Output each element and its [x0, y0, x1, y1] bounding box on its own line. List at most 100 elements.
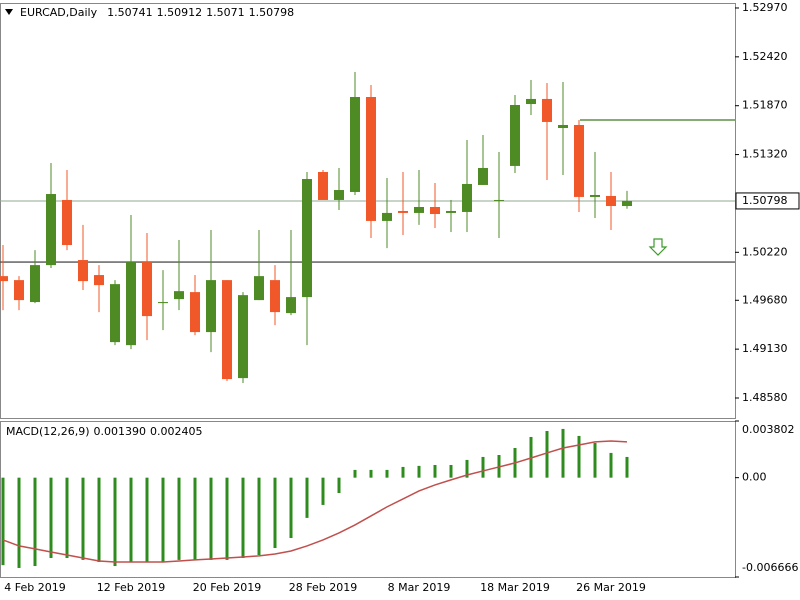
macd-bar — [353, 469, 357, 478]
macd-bar — [385, 469, 389, 478]
macd-bar — [321, 477, 325, 505]
candle-body — [206, 280, 216, 333]
symbol: EURCAD,Daily — [20, 6, 98, 19]
macd-value: 0.001390 — [94, 425, 147, 438]
candle-body — [254, 276, 264, 301]
macd-bar — [545, 431, 549, 478]
x-tick-label: 28 Feb 2019 — [289, 581, 357, 594]
y-tick-label: 1.51320 — [742, 148, 788, 161]
candle-body — [302, 179, 312, 298]
macd-header: MACD(12,26,9) 0.001390 0.002405 — [6, 425, 203, 438]
candle-body — [446, 210, 456, 213]
y-tick-label: 0.00 — [742, 471, 767, 484]
candle-body — [126, 262, 136, 346]
macd-bar — [369, 469, 373, 478]
macd-bar — [625, 456, 629, 478]
macd-bar — [1, 477, 5, 566]
macd-bar — [433, 464, 437, 478]
macd-bar — [177, 477, 181, 560]
macd-bar — [593, 442, 597, 478]
candle-body — [462, 183, 472, 212]
candle-body — [542, 98, 552, 122]
macd-bar — [257, 477, 261, 556]
macd-bar — [33, 477, 37, 567]
candle-body — [414, 206, 424, 213]
macd-bar — [449, 464, 453, 478]
macd-bar — [465, 459, 469, 478]
y-tick-label: 1.51870 — [742, 99, 788, 112]
open-value: 1.50741 — [107, 6, 153, 19]
macd-bar — [129, 477, 133, 563]
macd-bar — [193, 477, 197, 560]
price-label-box — [735, 192, 800, 210]
candle-body — [190, 292, 200, 333]
macd-bar — [273, 477, 277, 548]
candle-body — [606, 195, 616, 207]
x-tick-label: 20 Feb 2019 — [193, 581, 261, 594]
candle-body — [270, 280, 280, 313]
macd-bar — [145, 477, 149, 563]
macd-bar — [81, 477, 85, 560]
candle-body — [478, 167, 488, 185]
candle-body — [334, 190, 344, 200]
macd-bar — [561, 428, 565, 478]
signal-line — [2, 440, 628, 563]
y-tick-label: 1.48580 — [742, 391, 788, 404]
low-value: 1.5071 — [206, 6, 245, 19]
y-tick-label: 1.52970 — [742, 1, 788, 14]
candle-body — [286, 297, 296, 314]
y-tick-label: -0.006666 — [742, 561, 798, 574]
macd-bar — [225, 477, 229, 560]
close-value: 1.50798 — [249, 6, 295, 19]
candle-body — [94, 275, 104, 286]
y-tick-label: 1.49130 — [742, 342, 788, 355]
menu-triangle[interactable] — [5, 9, 13, 15]
macd-bar — [577, 435, 581, 478]
candle-body — [318, 171, 328, 200]
candle-body — [350, 96, 360, 192]
candle-body — [30, 265, 40, 303]
candle-body — [382, 212, 392, 221]
down-arrow — [648, 238, 668, 256]
macd-bar — [241, 477, 245, 558]
candle-body — [494, 199, 504, 201]
candle-body — [174, 291, 184, 300]
candle-body — [142, 262, 152, 317]
macd-bar — [17, 477, 21, 568]
header: EURCAD,Daily 1.50741 1.50912 1.5071 1.50798 — [20, 6, 294, 19]
x-tick-label: 18 Mar 2019 — [480, 581, 550, 594]
macd-bar — [161, 477, 165, 563]
candle-body — [622, 200, 632, 207]
macd-bar — [481, 456, 485, 478]
macd-bar — [113, 477, 117, 567]
macd-bar — [417, 465, 421, 478]
candle-body — [510, 104, 520, 166]
y-tick-label: 1.52420 — [742, 50, 788, 63]
macd-bar — [337, 477, 341, 494]
candle-body — [0, 276, 8, 282]
signal-value: 0.002405 — [150, 425, 203, 438]
macd-panel — [0, 421, 736, 578]
main-panel — [0, 3, 736, 419]
macd-bar — [209, 477, 213, 560]
macd-bar — [609, 452, 613, 478]
candle-body — [238, 295, 248, 379]
candle-body — [14, 280, 24, 301]
candle-body — [558, 124, 568, 129]
macd-name: MACD(12,26,9) — [6, 425, 90, 438]
x-tick-label: 8 Mar 2019 — [388, 581, 451, 594]
candle-body — [78, 260, 88, 282]
y-tick-label: 0.003802 — [742, 423, 795, 436]
candle-body — [430, 206, 440, 215]
candle-body — [158, 302, 168, 304]
x-tick-label: 26 Mar 2019 — [576, 581, 646, 594]
y-tick-label: 1.50220 — [742, 245, 788, 258]
macd-bar — [65, 477, 69, 558]
candle-body — [62, 199, 72, 246]
candle-body — [590, 194, 600, 197]
candle-body — [222, 280, 232, 380]
macd-bar — [401, 466, 405, 478]
x-tick-label: 4 Feb 2019 — [4, 581, 65, 594]
